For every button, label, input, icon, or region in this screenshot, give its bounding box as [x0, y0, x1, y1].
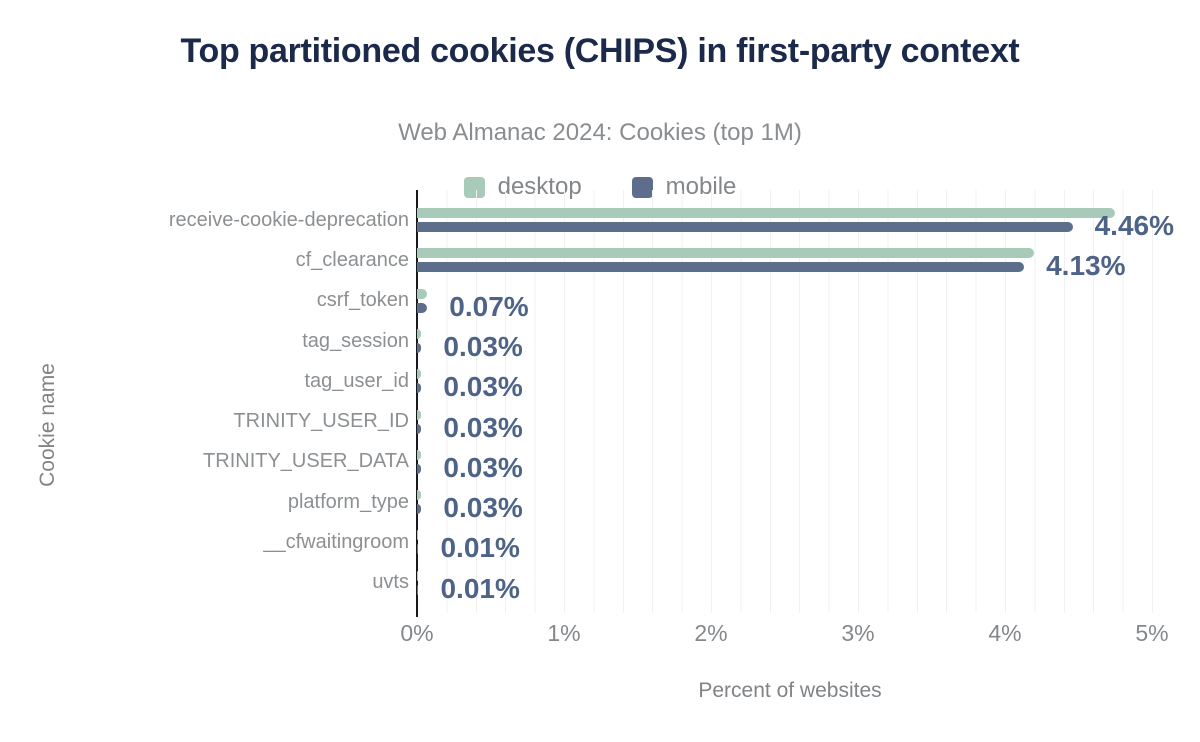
category-label: cf_clearance — [295, 248, 409, 271]
value-label: 0.03% — [443, 492, 523, 524]
bar-mobile[interactable] — [417, 262, 1025, 273]
value-label: 0.01% — [440, 532, 520, 564]
bar-mobile[interactable] — [417, 584, 419, 595]
chart-row: 0.03% — [417, 321, 1177, 361]
chart-row: 0.03% — [417, 402, 1177, 442]
bar-mobile[interactable] — [417, 302, 428, 313]
bar-mobile[interactable] — [417, 342, 422, 353]
plot-area: 4.46% 4.13% 0.07% 0.03% 0.03% 0.03% 0.03% 0.03%… — [417, 200, 1177, 604]
chart-row: 0.01% — [417, 563, 1177, 603]
bar-desktop[interactable] — [417, 248, 1035, 259]
bar-desktop[interactable] — [417, 409, 422, 420]
bar-desktop[interactable] — [417, 208, 1116, 218]
bar-desktop[interactable] — [417, 449, 422, 460]
category-label: __cfwaitingroom — [263, 531, 409, 554]
bar-mobile[interactable] — [417, 423, 422, 434]
chart-row: 0.01% — [417, 522, 1177, 562]
chart-row: 4.13% — [417, 240, 1177, 280]
bar-desktop[interactable] — [417, 288, 428, 299]
chart-row: 4.46% — [417, 200, 1177, 240]
chart-row: 0.03% — [417, 482, 1177, 522]
x-axis-tick-label: 5% — [1135, 620, 1169, 646]
category-label: TRINITY_USER_ID — [233, 410, 409, 433]
category-label: uvts — [372, 571, 409, 594]
bar-desktop[interactable] — [417, 490, 422, 501]
category-label: tag_session — [302, 329, 409, 352]
category-label: csrf_token — [316, 289, 409, 312]
chart-subtitle: Web Almanac 2024: Cookies (top 1M) — [398, 119, 802, 146]
category-label: TRINITY_USER_DATA — [203, 450, 409, 473]
y-axis-title: Cookie name — [36, 363, 59, 487]
bar-mobile[interactable] — [417, 504, 422, 515]
value-label: 4.46% — [1094, 210, 1175, 241]
value-label: 0.03% — [443, 411, 523, 443]
x-axis-tick-label: 4% — [988, 620, 1022, 646]
x-axis-tick-label: 1% — [547, 620, 581, 646]
y-axis-line — [416, 190, 418, 617]
value-label: 4.13% — [1046, 250, 1126, 282]
value-label: 0.03% — [443, 451, 523, 483]
bar-desktop[interactable] — [417, 369, 422, 380]
category-label: platform_type — [287, 490, 409, 513]
bar-desktop[interactable] — [417, 570, 419, 581]
x-axis-tick-label: 3% — [841, 620, 875, 646]
value-label: 0.03% — [443, 371, 523, 403]
value-label: 0.03% — [443, 330, 523, 362]
value-label: 0.07% — [449, 290, 529, 322]
chart-title-text: Top partitioned cookies (CHIPS) in first… — [180, 32, 1020, 70]
category-label: receive-cookie-deprecation — [168, 208, 409, 231]
x-axis-tick-label: 2% — [694, 620, 728, 646]
bar-mobile[interactable] — [417, 222, 1073, 232]
plot-gridlines — [417, 190, 1163, 613]
bar-mobile[interactable] — [417, 463, 422, 474]
bar-desktop[interactable] — [417, 530, 419, 541]
x-axis-title: Percent of websites — [698, 679, 882, 702]
x-axis-tick-label: 0% — [400, 620, 434, 646]
bar-mobile[interactable] — [417, 544, 419, 555]
chart-row: 0.07% — [417, 281, 1177, 321]
bar-desktop[interactable] — [417, 328, 422, 339]
chart-row: 0.03% — [417, 361, 1177, 401]
bar-mobile[interactable] — [417, 383, 422, 394]
chart-title: Top partitioned cookies (CHIPS) in first… — [0, 33, 1200, 70]
chart-row: 0.03% — [417, 442, 1177, 482]
value-label: 0.01% — [440, 572, 520, 604]
category-label: tag_user_id — [304, 369, 409, 392]
